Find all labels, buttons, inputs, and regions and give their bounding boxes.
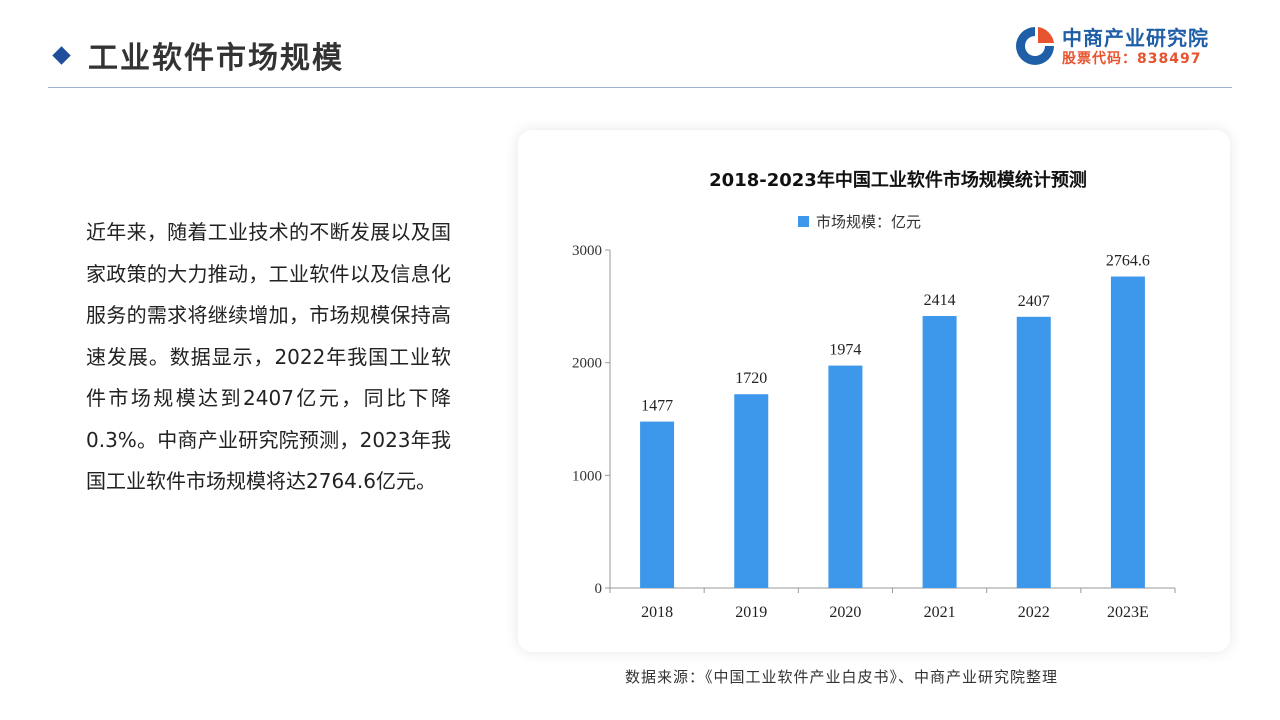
bar-2022	[1016, 316, 1051, 588]
legend-swatch	[798, 216, 809, 227]
data-label: 2407	[1018, 293, 1050, 310]
x-tick-label: 2020	[829, 604, 861, 621]
y-tick-label: 3000	[572, 243, 602, 259]
x-tick-label: 2021	[924, 604, 956, 621]
data-source-note: 数据来源：《中国工业软件产业白皮书》、中商产业研究院整理	[625, 668, 1059, 686]
logo-name: 中商产业研究院	[1062, 26, 1209, 50]
page-title: 工业软件市场规模	[88, 41, 344, 76]
company-logo: 中商产业研究院 股票代码：838497	[1012, 22, 1252, 70]
description-paragraph: 近年来，随着工业技术的不断发展以及国家政策的大力推动，工业软件以及信息化服务的需…	[86, 220, 451, 493]
diamond-icon	[52, 45, 71, 65]
x-tick-label: 2018	[641, 604, 673, 621]
y-tick-label: 1000	[572, 468, 602, 484]
chart-card: 2018-2023年中国工业软件市场规模统计预测 市场规模：亿元 0 1000 20…	[518, 130, 1230, 652]
chart-bars	[640, 276, 1145, 588]
bar-2023E	[1110, 276, 1145, 588]
bar-2018	[640, 421, 675, 588]
legend-label: 市场规模：亿元	[816, 213, 921, 231]
bar-2020	[828, 365, 863, 588]
header-divider	[48, 87, 1232, 88]
bar-2021	[922, 316, 957, 588]
x-tick-label: 2019	[735, 604, 767, 621]
chart-labels: 1477 2018 1720 2019 1974 2020 2414 2021 2407 2022…	[641, 253, 1150, 621]
y-tick-label: 2000	[572, 356, 602, 372]
data-label: 2414	[924, 292, 956, 309]
chart-title: 2018-2023年中国工业软件市场规模统计预测	[709, 169, 1087, 191]
data-label: 1477	[641, 398, 673, 415]
data-label: 1974	[829, 342, 861, 359]
logo-stock-code: 股票代码：838497	[1062, 51, 1202, 67]
x-tick-label: 2023E	[1107, 604, 1149, 621]
logo-icon	[1016, 27, 1054, 65]
bar-2019	[734, 394, 769, 588]
y-tick-label: 0	[595, 581, 603, 597]
data-label: 2764.6	[1106, 253, 1150, 270]
data-label: 1720	[735, 370, 767, 387]
bar-chart: 2018-2023年中国工业软件市场规模统计预测 市场规模：亿元 0 1000 20…	[572, 169, 1176, 621]
title-bar: 工业软件市场规模	[52, 30, 344, 80]
x-tick-label: 2022	[1018, 604, 1050, 621]
chart-axes: 0 1000 2000 3000	[572, 243, 1176, 597]
